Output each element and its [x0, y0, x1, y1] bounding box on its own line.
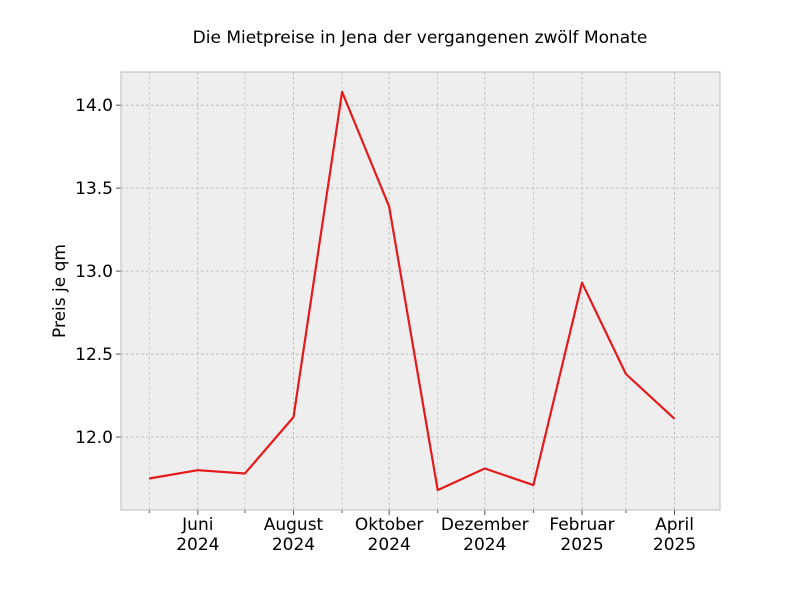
series-layer	[149, 90, 676, 492]
x-tick-label-month: Oktober	[355, 515, 424, 535]
x-tick-labels: Juni2024August2024Oktober2024Dezember202…	[176, 515, 696, 555]
x-tick-label-month: Juni	[181, 515, 213, 535]
x-tick-label-year: 2024	[368, 535, 411, 555]
plot-area	[121, 72, 720, 510]
x-tick-label-year: 2024	[463, 535, 506, 555]
x-tick-label-year: 2024	[176, 535, 219, 555]
y-tick-label: 13.0	[75, 262, 113, 282]
y-tick-label: 14.0	[75, 96, 113, 116]
chart-title: Die Mietpreise in Jena der vergangenen z…	[193, 28, 648, 48]
y-tick-labels: 12.0 12.5 13.0 13.5 14.0	[75, 96, 113, 448]
x-tick-label-month: April	[655, 515, 694, 535]
x-tick-label-year: 2025	[653, 535, 696, 555]
x-tick-label-year: 2024	[272, 535, 315, 555]
x-tick-label-month: Februar	[549, 515, 614, 535]
x-tick-label-month: August	[264, 515, 324, 535]
y-tick-label: 13.5	[75, 179, 113, 199]
plot-frame	[120, 71, 721, 511]
y-axis-label: Preis je qm	[50, 244, 70, 338]
x-tick-label-month: Dezember	[441, 515, 529, 535]
y-tick-label: 12.0	[75, 428, 113, 448]
y-tick-label: 12.5	[75, 345, 113, 365]
x-tick-label-year: 2025	[560, 535, 603, 555]
series-line	[149, 90, 676, 492]
grid-lines	[121, 72, 720, 510]
